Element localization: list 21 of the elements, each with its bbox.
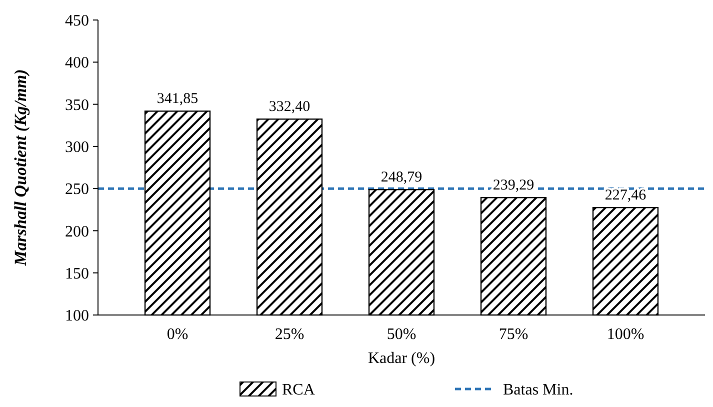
x-tick-label: 50% [386, 326, 416, 343]
x-tick-label: 0% [166, 326, 188, 343]
x-tick-label: 100% [606, 326, 644, 343]
y-tick-label: 150 [65, 265, 89, 282]
data-label: 332,40 [268, 99, 310, 116]
y-tick-label: 450 [65, 12, 89, 30]
legend-label: RCA [282, 382, 316, 399]
x-tick-label: 25% [274, 326, 304, 343]
data-label: 341,85 [156, 91, 198, 108]
y-tick-label: 200 [65, 223, 89, 240]
x-axis-title: Kadar (%) [368, 350, 436, 367]
y-tick-label: 300 [65, 139, 89, 156]
legend-label: Batas Min. [503, 382, 574, 399]
data-label: 248,79 [380, 170, 422, 186]
y-tick-label: 250 [65, 181, 89, 198]
y-tick-label: 400 [65, 54, 89, 72]
y-axis-title: Marshall Quotient (Kg/mm) [11, 69, 30, 267]
data-label: 227,46 [604, 188, 647, 204]
y-tick-label: 100 [65, 308, 89, 325]
y-tick-label: 350 [65, 96, 89, 114]
x-tick-label: 75% [498, 326, 528, 343]
